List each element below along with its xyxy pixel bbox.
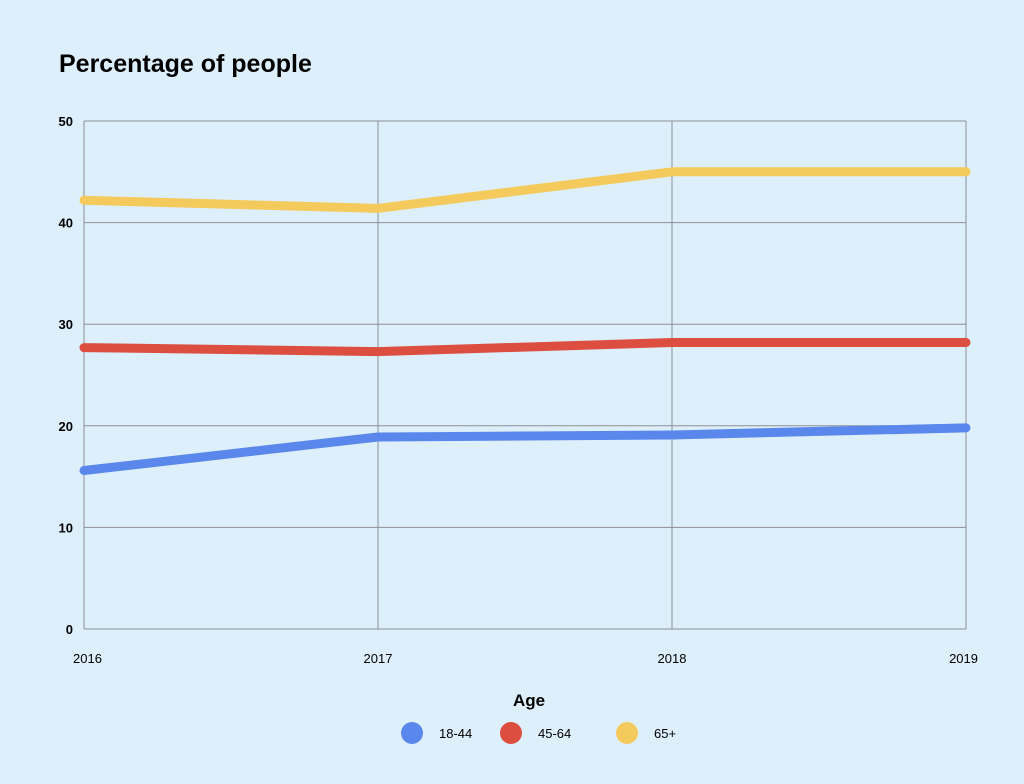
x-axis-ticks: 2016 2017 2018 2019 <box>73 651 978 666</box>
grid-lines <box>83 120 967 630</box>
y-tick-label: 0 <box>66 622 73 637</box>
y-tick-label: 10 <box>59 520 73 535</box>
chart-title: Percentage of people <box>59 50 312 78</box>
x-tick-label: 2016 <box>73 651 102 666</box>
legend: 18-44 45-64 65+ <box>0 722 1024 746</box>
series-line-45-64 <box>79 337 971 357</box>
series-lines <box>79 167 971 476</box>
legend-item-65+[interactable]: 65+ <box>616 722 676 744</box>
y-tick-label: 50 <box>59 114 73 129</box>
legend-item-45-64[interactable]: 45-64 <box>500 722 571 744</box>
series-line-65+ <box>79 167 971 213</box>
legend-label: 65+ <box>654 725 677 741</box>
legend-label: 45-64 <box>538 725 572 741</box>
x-tick-label: 2017 <box>364 651 393 666</box>
legend-swatch <box>616 722 638 744</box>
y-tick-label: 40 <box>59 216 73 231</box>
x-tick-label: 2019 <box>949 651 978 666</box>
y-tick-label: 20 <box>59 419 73 434</box>
legend-swatch <box>500 722 522 744</box>
legend-item-18-44[interactable]: 18-44 <box>401 722 472 744</box>
series-line-18-44 <box>79 423 971 476</box>
x-tick-label: 2018 <box>658 651 687 666</box>
y-axis-ticks: 0 10 20 30 40 50 <box>59 114 73 637</box>
y-tick-label: 30 <box>59 317 73 332</box>
legend-swatch <box>401 722 423 744</box>
legend-title: Age <box>512 691 546 710</box>
legend-label: 18-44 <box>439 725 473 741</box>
